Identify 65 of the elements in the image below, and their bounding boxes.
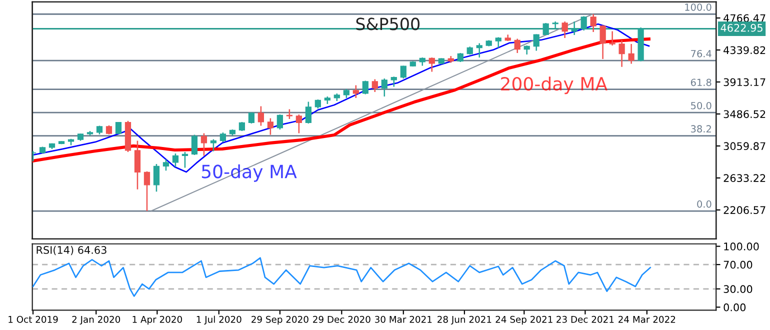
ref-line-label: 61.8 — [690, 78, 712, 86]
y-tick-label: 3913.17 — [724, 78, 766, 86]
x-tick-label: 1 Oct 2019 — [8, 316, 58, 323]
candlestick — [400, 65, 406, 80]
candlestick — [210, 138, 217, 152]
candlestick — [390, 76, 397, 88]
candlestick — [381, 78, 388, 98]
ref-line-label: 100.0 — [685, 4, 712, 11]
candlestick — [476, 42, 482, 58]
candlestick — [590, 14, 596, 33]
ref-line-label: 38.2 — [691, 125, 711, 133]
candlestick — [428, 56, 435, 72]
y-tick-label: 30.00 — [724, 285, 752, 294]
candlestick — [372, 78, 378, 93]
candlestick — [495, 36, 502, 48]
text: S&P500 — [356, 18, 420, 30]
x-tick-label: 29 Dec 2020 — [313, 316, 370, 323]
candlestick — [296, 114, 302, 134]
y-tick-label: 0.00 — [724, 303, 746, 312]
candlestick — [618, 40, 625, 68]
candlestick — [305, 101, 312, 124]
candlestick — [162, 158, 170, 172]
ref-line-label: 50.0 — [691, 102, 712, 110]
candlestick — [533, 34, 540, 52]
candlestick — [600, 24, 606, 60]
candlestick — [172, 152, 179, 168]
candlestick — [248, 112, 255, 124]
candlestick — [267, 118, 274, 136]
candlestick — [144, 170, 150, 212]
candlestick — [200, 132, 208, 156]
x-tick-label: 24 Sep 2021 — [496, 316, 552, 325]
candlestick — [362, 80, 368, 95]
candlestick — [191, 134, 198, 156]
candlestick — [352, 84, 359, 99]
x-tick-label: 1 Jul 2020 — [196, 316, 242, 325]
line-series — [32, 257, 651, 297]
ref-line-label: 76.4 — [691, 50, 712, 58]
y-tick-label: 100.00 — [724, 242, 759, 250]
ref-line-label: 4622.95 — [720, 24, 762, 32]
candlestick — [153, 163, 160, 192]
candlestick — [220, 132, 226, 143]
candlestick — [514, 38, 520, 54]
x-tick-label: 1 Apr 2020 — [132, 316, 182, 325]
y-tick-label: 4339.82 — [724, 46, 766, 54]
candlestick — [609, 30, 616, 46]
candlestick — [628, 43, 634, 64]
x-tick-label: 23 Dec 2021 — [556, 316, 614, 323]
candlestick — [134, 140, 141, 190]
candlestick — [182, 151, 188, 168]
chart-title: RSI(14) 64.63 — [36, 246, 106, 256]
y-tick-label: 2633.22 — [724, 174, 766, 182]
ref-line-label: 0.0 — [697, 200, 712, 208]
y-tick-label: 3486.52 — [724, 110, 766, 118]
x-tick-label: 24 Mar 2022 — [618, 316, 676, 323]
candlestick — [286, 108, 292, 120]
y-tick-label: 2206.57 — [724, 206, 766, 214]
candlestick — [276, 114, 283, 130]
x-tick-label: 29 Sep 2020 — [252, 316, 308, 325]
x-tick-label: 30 Mar 2021 — [375, 316, 432, 323]
y-tick-label: 70.00 — [724, 260, 752, 269]
candlestick — [562, 20, 568, 39]
candlestick — [258, 106, 264, 126]
y-tick-label: 3059.87 — [724, 142, 766, 150]
x-tick-label: 2 Jan 2020 — [72, 316, 120, 325]
x-tick-label: 28 Jun 2021 — [438, 316, 492, 325]
